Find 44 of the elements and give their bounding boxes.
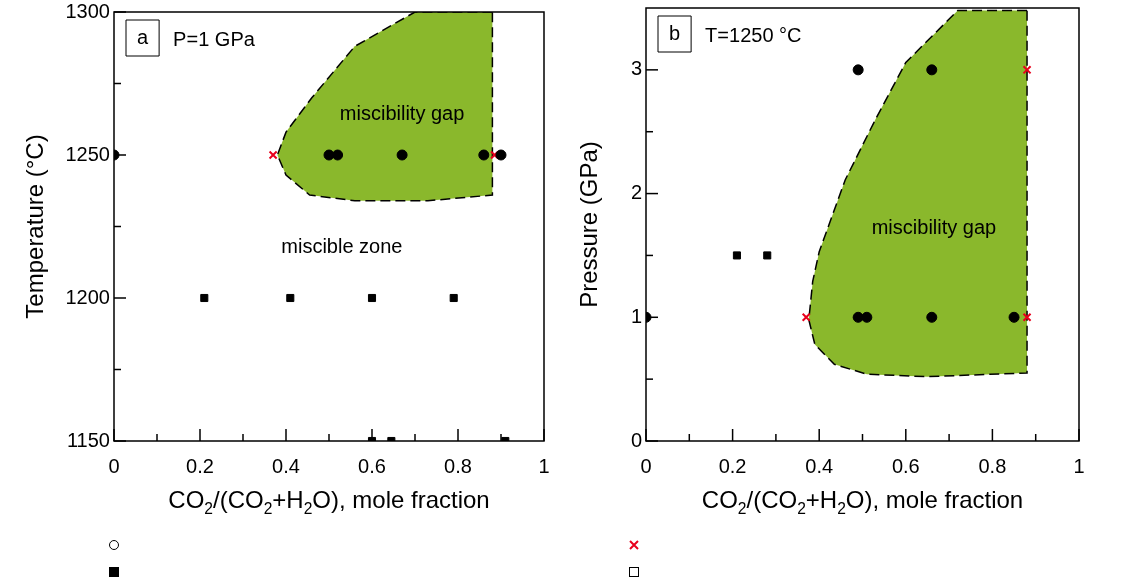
y-tick-label: 0 [630, 428, 642, 451]
y-tick-label: 2 [630, 181, 642, 204]
x-tick-label: 0.4 [805, 454, 834, 477]
y-axis-title: Temperature (°C) [20, 134, 48, 319]
annotation: miscibility gap [339, 102, 465, 125]
x-tick-label: 0.2 [718, 454, 747, 477]
annotation: P=1 GPa [173, 27, 256, 50]
point [801, 312, 811, 322]
y-tick-label: 3 [630, 57, 642, 80]
point [1022, 312, 1032, 322]
x-tick-label: 0.4 [272, 454, 300, 477]
point [1008, 311, 1020, 323]
x-tick-label: 0.6 [891, 454, 920, 477]
annotation: miscibility gap [871, 216, 997, 239]
point [200, 293, 209, 303]
point [478, 149, 490, 161]
x-tick-label: 0.8 [444, 454, 472, 477]
y-tick-label: 1250 [65, 142, 110, 165]
text: b [669, 21, 681, 44]
point [449, 293, 458, 303]
point [926, 64, 938, 76]
y-axis-title: Pressure (GPa) [574, 141, 602, 308]
annotation: T=1250 °C [705, 23, 802, 46]
point [286, 293, 295, 303]
y-tick-label: 1300 [65, 0, 110, 22]
point [926, 311, 938, 323]
text: a [137, 25, 149, 48]
x-tick-label: 1 [1073, 454, 1085, 477]
point [732, 251, 741, 260]
y-tick-label: 1 [630, 304, 642, 327]
point [367, 293, 377, 303]
x-tick-label: 0.6 [358, 454, 386, 477]
point [332, 149, 344, 161]
point [268, 150, 278, 160]
point [1022, 65, 1032, 75]
x-tick-label: 0.8 [978, 454, 1007, 477]
point [861, 311, 873, 323]
y-tick-label: 1200 [65, 285, 110, 308]
annotation: miscible zone [281, 235, 403, 258]
x-tick-label: 1 [538, 454, 550, 477]
x-tick-label: 0.2 [186, 454, 214, 477]
point [396, 149, 408, 161]
y-tick-label: 1150 [66, 428, 110, 451]
point [763, 251, 772, 260]
